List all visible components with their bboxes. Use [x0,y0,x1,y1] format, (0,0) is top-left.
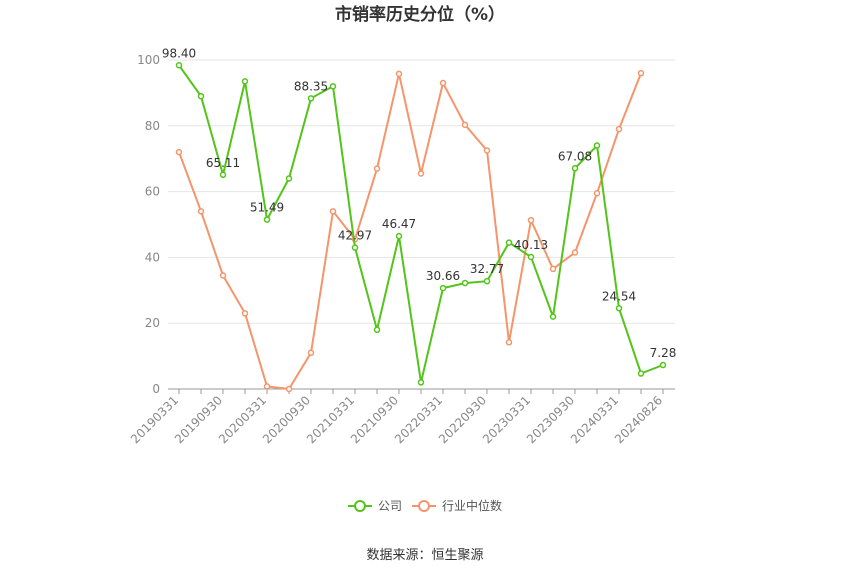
data-label: 32.77 [470,262,504,276]
series-layer [175,62,667,393]
data-label: 88.35 [294,79,328,93]
legend-label: 公司 [378,499,402,513]
data-label: 65.11 [206,156,240,170]
data-point[interactable] [637,370,645,377]
data-point[interactable] [285,175,293,182]
series-line-1 [178,72,642,391]
data-label: 98.40 [162,46,196,60]
y-tick-label: 40 [145,250,160,264]
data-point[interactable] [219,272,227,279]
data-point[interactable] [505,239,513,246]
data-point[interactable] [549,313,557,320]
data-label: 67.08 [558,149,592,163]
data-point[interactable] [241,78,249,85]
chart-title: 市销率历史分位（%） [335,4,505,25]
data-point[interactable] [439,79,447,87]
data-point[interactable] [351,244,359,251]
grid [168,59,675,390]
data-point[interactable] [439,284,447,292]
data-point[interactable] [461,279,469,287]
data-point[interactable] [197,208,205,215]
data-point[interactable] [263,216,271,223]
data-label: 40.13 [514,238,548,252]
data-point[interactable] [659,361,667,369]
data-point[interactable] [373,326,381,334]
legend[interactable]: 公司 行业中位数 [348,498,502,513]
y-tick-label: 20 [145,316,160,330]
data-point[interactable] [615,125,623,133]
data-point[interactable] [571,165,579,172]
y-tick-label: 100 [137,53,160,67]
data-point[interactable] [263,383,271,390]
data-label: 24.54 [602,289,636,303]
data-point[interactable] [219,171,227,179]
data-point[interactable] [593,189,601,197]
x-axis: 2019033120190930202003312020093020210331… [128,389,665,446]
data-point[interactable] [395,232,403,240]
legend-swatch-marker [354,500,366,512]
data-point[interactable] [615,305,623,312]
data-point[interactable] [175,148,183,156]
data-point[interactable] [527,216,535,224]
y-tick-label: 60 [145,185,160,199]
data-point[interactable] [417,379,425,386]
data-point[interactable] [571,249,579,256]
data-point[interactable] [197,92,205,100]
data-point[interactable] [395,70,403,78]
data-point[interactable] [549,265,557,273]
data-point[interactable] [505,339,513,346]
legend-label: 行业中位数 [442,498,502,513]
data-point[interactable] [483,147,491,154]
legend-item-1[interactable]: 行业中位数 [412,498,502,513]
data-point[interactable] [241,310,249,317]
data-point[interactable] [307,95,315,102]
data-point[interactable] [329,208,337,215]
legend-item-0[interactable]: 公司 [348,499,402,513]
data-point[interactable] [175,62,183,69]
data-label: 7.28 [650,346,677,360]
data-point[interactable] [417,170,425,177]
data-point[interactable] [527,253,535,261]
data-point[interactable] [461,121,469,129]
data-point[interactable] [307,349,315,357]
x-tick-label: 20240826 [612,393,665,446]
legend-swatch-marker [418,500,430,512]
data-label: 30.66 [426,269,460,283]
data-point[interactable] [373,165,381,172]
data-label: 51.49 [250,201,284,215]
data-label: 42.97 [338,229,372,243]
data-point[interactable] [483,277,491,285]
data-point[interactable] [329,83,337,90]
data-point[interactable] [637,69,645,77]
data-point[interactable] [285,385,293,393]
data-point[interactable] [593,142,601,149]
y-tick-label: 80 [145,119,160,133]
data-label: 46.47 [382,217,416,231]
y-axis: 0 20 40 60 80 100 [137,53,160,396]
data-label-layer: 98.40 65.11 51.49 88.35 42.97 46.47 30.66 32.77… [162,46,677,360]
y-tick-label: 0 [152,382,160,396]
source-note: 数据来源：恒生聚源 [366,548,483,563]
